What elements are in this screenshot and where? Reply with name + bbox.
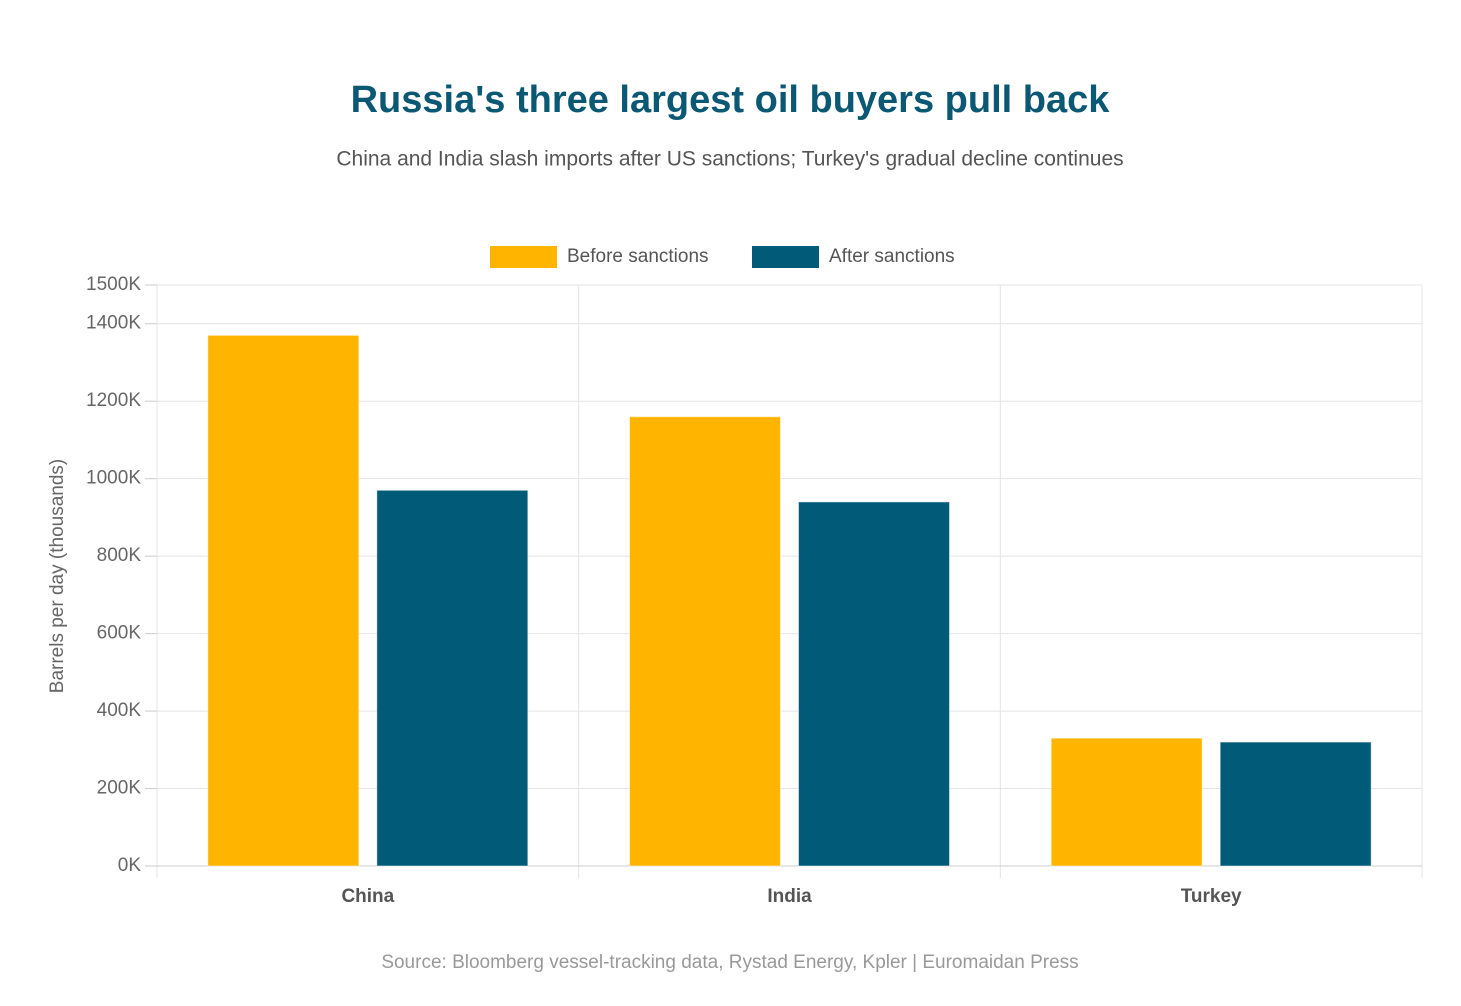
y-tick-label: 800K [97,545,142,566]
chart-subtitle: China and India slash imports after US s… [336,148,1123,171]
legend-swatch [490,246,557,268]
bar [629,416,781,867]
bar [207,334,360,867]
y-tick-label: 1500K [86,274,141,295]
legend-swatch [752,246,819,268]
bar [798,501,950,867]
bar [376,489,529,867]
chart-title: Russia's three largest oil buyers pull b… [351,79,1111,121]
y-tick-label: 400K [97,700,142,721]
x-tick-label: China [341,886,394,907]
source: Source: Bloomberg vessel-tracking data, … [381,952,1078,973]
x-tick-label: India [767,886,812,907]
y-tick-label: 600K [97,623,142,644]
legend-label: Before sanctions [567,246,709,267]
x-tick-label: Turkey [1181,886,1242,907]
y-tick-label: 1000K [86,468,141,489]
bar [1219,741,1372,867]
y-axis-title: Barrels per day (thousands) [47,459,68,693]
y-tick-label: 1200K [86,390,141,411]
y-tick-label: 1400K [86,313,141,334]
y-tick-label: 0K [118,855,142,876]
bar [1050,737,1203,867]
y-tick-label: 200K [97,778,142,799]
legend-label: After sanctions [829,246,955,267]
